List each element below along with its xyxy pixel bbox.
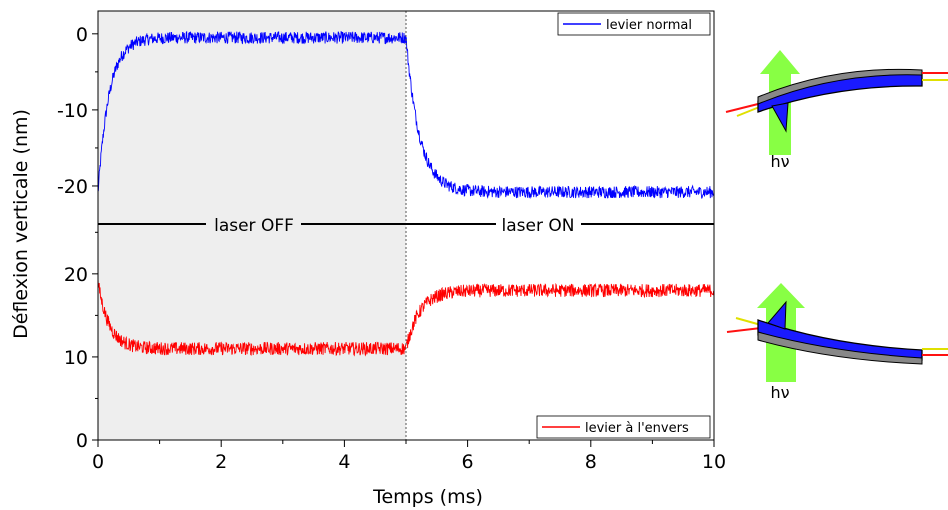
cantilever-coating-top (757, 68, 923, 105)
x-tick-label: 6 (462, 451, 474, 473)
y-tick-label: 0 (76, 24, 88, 46)
y-tick-label: 20 (64, 264, 88, 286)
cantilever-coating-bottom (757, 331, 923, 365)
photon-label-top: hν (770, 152, 789, 171)
x-tick-label: 10 (702, 451, 726, 473)
y-tick-label: 10 (64, 347, 88, 369)
x-tick-label: 0 (92, 451, 104, 473)
legend-box-top (557, 12, 711, 36)
cantilever-tip-bottom (767, 300, 787, 330)
y-tick-label: -20 (57, 176, 88, 198)
cantilever-diagram-envers: hν (726, 283, 948, 402)
x-axis-label: Temps (ms) (372, 486, 483, 508)
legend-top: levier normal (557, 12, 711, 36)
legend-bottom: levier à l'envers (536, 415, 711, 439)
laser-off-shading (98, 11, 406, 440)
label-laser-on: laser ON (502, 216, 575, 236)
label-laser-off: laser OFF (214, 216, 294, 236)
cantilever-tip-top (771, 102, 789, 133)
x-tick-label: 4 (338, 451, 350, 473)
series-line-levier-envers (98, 278, 714, 357)
y-tick-label: 0 (76, 430, 88, 452)
y-axis-label: Déflexion verticale (nm) (10, 109, 32, 339)
reflected-beam-left-bottom (735, 317, 762, 326)
axis-ticks: 0 2 4 6 8 10 0 -10 -20 0 10 20 (57, 24, 726, 473)
y-tick-label: -10 (57, 100, 88, 122)
laser-beam-left-bottom (726, 327, 762, 333)
photon-label-bottom: hν (770, 383, 789, 402)
laser-beam-left-top (725, 102, 763, 113)
legend-box-bottom (536, 415, 711, 439)
x-tick-label: 2 (215, 451, 227, 473)
legend-label-levier-normal: levier normal (606, 18, 692, 33)
legend-label-levier-envers: levier à l'envers (585, 421, 689, 436)
x-tick-label: 8 (585, 451, 597, 473)
cantilever-diagram-normal: hν (725, 50, 948, 171)
